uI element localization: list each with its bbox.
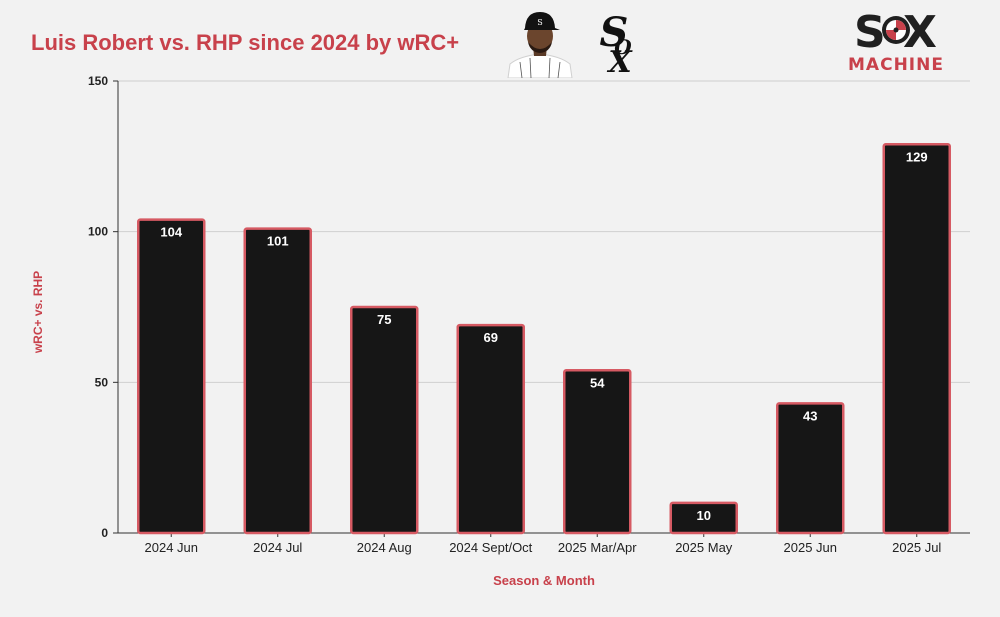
x-tick-label: 2025 Jul xyxy=(892,540,941,555)
bar-value-label: 54 xyxy=(590,375,605,390)
y-axis-title: wRC+ vs. RHP xyxy=(31,271,45,354)
y-tick-label: 150 xyxy=(88,74,108,88)
white-sox-logo-icon: S X O xyxy=(600,9,634,76)
bars xyxy=(137,143,951,535)
bar-value-label: 43 xyxy=(803,408,817,423)
y-tick-label: 0 xyxy=(101,526,108,540)
bar-labels: 104 101 75 69 54 10 43 129 xyxy=(160,149,927,523)
x-tick-label: 2025 Jun xyxy=(784,540,838,555)
chart-title: Luis Robert vs. RHP since 2024 by wRC+ xyxy=(31,30,460,55)
bar xyxy=(456,323,525,535)
gear-icon xyxy=(882,16,910,44)
x-tick-label: 2024 Jul xyxy=(253,540,302,555)
sox-machine-logo-icon: S X MACHINE xyxy=(826,11,966,75)
bar xyxy=(669,501,738,535)
bar-value-label: 69 xyxy=(484,330,498,345)
x-tick-label: 2024 Sept/Oct xyxy=(449,540,532,555)
x-tick-label: 2025 Mar/Apr xyxy=(558,540,637,555)
svg-text:X: X xyxy=(606,45,633,76)
bar-value-label: 104 xyxy=(160,225,182,240)
x-tick-label: 2024 Aug xyxy=(357,540,412,555)
bar xyxy=(563,369,632,535)
bar-value-label: 101 xyxy=(267,234,289,249)
bar xyxy=(137,218,206,535)
x-axis-title: Season & Month xyxy=(493,573,595,588)
x-tick-label: 2025 May xyxy=(675,540,733,555)
y-tick-label: 100 xyxy=(88,225,108,239)
brand-logo-bottom: MACHINE xyxy=(848,55,944,75)
bar xyxy=(243,227,312,535)
bar-value-label: 10 xyxy=(697,508,711,523)
bar xyxy=(350,305,419,535)
x-tick-label: 2024 Jun xyxy=(145,540,199,555)
bar xyxy=(776,402,845,535)
player-headshot-icon: S xyxy=(500,6,580,78)
bar-value-label: 129 xyxy=(906,149,928,164)
svg-text:O: O xyxy=(614,35,632,59)
svg-text:S: S xyxy=(537,18,542,27)
bar-value-label: 75 xyxy=(377,312,391,327)
bar xyxy=(882,143,951,535)
y-tick-label: 50 xyxy=(95,375,109,389)
svg-text:S: S xyxy=(600,9,629,56)
